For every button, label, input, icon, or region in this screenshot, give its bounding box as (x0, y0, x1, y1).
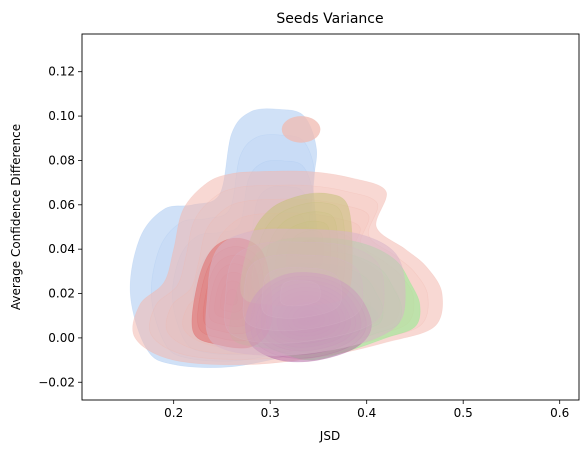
y-tick-label: 0.10 (48, 109, 75, 123)
density-blob-0 (281, 116, 321, 143)
x-tick-label: 0.3 (261, 406, 280, 420)
x-tick-label: 0.4 (357, 406, 376, 420)
y-tick-label: 0.06 (48, 198, 75, 212)
density-level (261, 267, 342, 319)
x-tick-label: 0.6 (550, 406, 569, 420)
y-tick-label: 0.04 (48, 242, 75, 256)
y-tick-label: 0.00 (48, 331, 75, 345)
density-layer (129, 108, 443, 368)
y-tick-label: −0.02 (38, 375, 75, 389)
x-tick-label: 0.5 (454, 406, 473, 420)
density-series-6 (205, 228, 406, 356)
y-tick-label: 0.08 (48, 153, 75, 167)
y-axis-label: Average Confidence Difference (9, 124, 23, 310)
plot-frame (81, 33, 580, 401)
density-level (280, 280, 321, 307)
density-level (242, 254, 364, 332)
density-level (205, 228, 406, 356)
x-tick-label: 0.2 (164, 406, 183, 420)
x-axis-label: JSD (319, 429, 340, 443)
y-tick-label: 0.02 (48, 287, 75, 301)
x-axis-ticks: 0.2 0.3 0.4 0.5 0.6 (164, 400, 569, 420)
chart-title: Seeds Variance (276, 11, 383, 27)
y-axis-ticks: −0.02 0.00 0.02 0.04 0.06 0.08 0.10 0.12 (38, 65, 82, 389)
y-tick-label: 0.12 (48, 65, 75, 79)
density-level (224, 241, 385, 344)
